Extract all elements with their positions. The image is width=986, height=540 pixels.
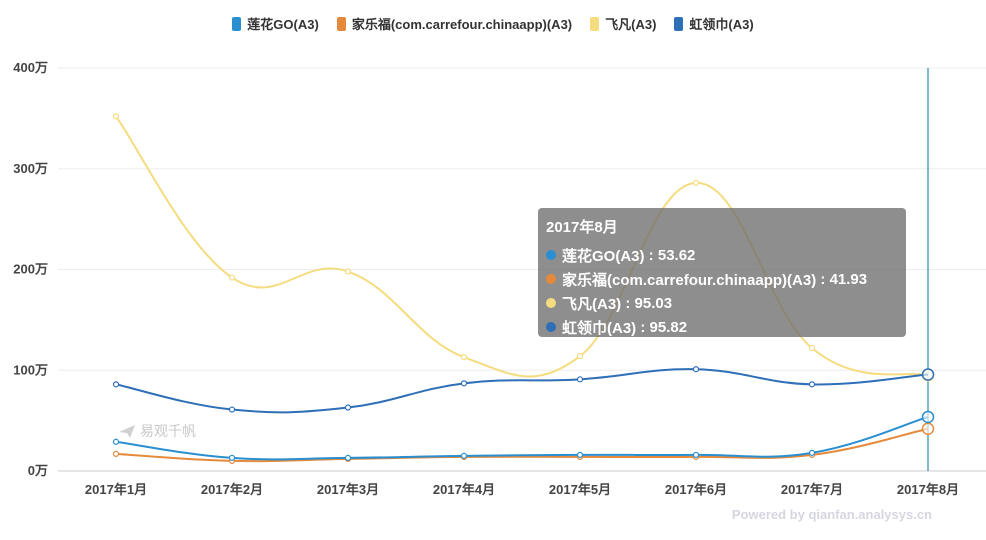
legend-label: 家乐福(com.carrefour.chinaapp)(A3) [351,17,573,32]
legend-item-carrefour[interactable]: 家乐福(com.carrefour.chinaapp)(A3) [336,14,573,33]
powered-by-footer: Powered by qianfan.analysys.cn [731,507,932,522]
tooltip-dot [546,322,556,332]
tooltip-label: 虹领巾(A3) [562,319,637,337]
data-point [808,449,816,456]
y-tick-label: 0万 [28,463,48,478]
tooltip-row: 莲花GO(A3) : 53.62 [546,243,898,267]
data-point [576,451,584,458]
legend-swatch [336,16,346,31]
data-point [460,452,468,459]
tooltip-value: 95.82 [649,318,688,336]
legend-swatch [674,16,684,31]
data-point [576,376,584,383]
x-tick-label: 2017年8月 [897,482,959,497]
tooltip-label: 家乐福(com.carrefour.chinaapp)(A3) [562,271,817,289]
tooltip-row: 飞凡(A3) : 95.03 [546,291,898,315]
data-point [112,113,120,120]
x-tick-label: 2017年1月 [85,482,147,497]
x-tick-label: 2017年4月 [433,482,495,497]
tooltip-label: 飞凡(A3) [562,295,622,313]
data-point [344,454,352,462]
y-tick-label: 400万 [13,60,48,75]
x-tick-label: 2017年3月 [317,482,379,497]
tooltip-row: 家乐福(com.carrefour.chinaapp)(A3) : 41.93 [546,267,898,291]
data-point [112,438,120,445]
tooltip-dot [546,298,556,308]
data-point [344,404,352,411]
data-point [460,380,468,387]
data-point [576,353,584,360]
tooltip-label: 莲花GO(A3) [562,247,645,265]
chart-legend: 莲花GO(A3) 家乐福(com.carrefour.chinaapp)(A3)… [0,14,986,33]
y-tick-label: 200万 [13,262,48,277]
y-tick-label: 300万 [13,161,48,176]
legend-item-honglingjin[interactable]: 虹领巾(A3) [674,14,754,33]
y-tick-label: 100万 [13,362,48,377]
x-tick-label: 2017年2月 [201,482,263,497]
tooltip-dot [546,274,556,284]
tooltip-value: 41.93 [829,270,868,288]
data-point-highlight [921,410,935,424]
data-point [112,450,120,457]
legend-item-feifan[interactable]: 飞凡(A3) [590,14,656,33]
tooltip-title: 2017年8月 [546,219,618,236]
data-point [692,179,700,186]
paper-plane-icon [119,425,135,438]
data-point [808,344,816,352]
x-tick-label: 2017年7月 [781,482,843,497]
x-tick-label: 2017年6月 [665,482,727,497]
legend-swatch [232,16,242,31]
series-line [115,416,929,461]
legend-label: 虹领巾(A3) [689,17,754,32]
data-point [344,268,352,275]
data-point [228,274,236,281]
data-point [692,451,700,458]
data-point-highlight [921,422,935,436]
tooltip-value: 53.62 [657,246,696,264]
series-line [115,368,929,414]
legend-item-lianhua-go[interactable]: 莲花GO(A3) [232,14,319,33]
legend-label: 飞凡(A3) [605,17,657,32]
x-tick-label: 2017年5月 [549,482,611,497]
data-point [112,381,120,388]
data-point [460,354,468,361]
data-point [808,381,816,388]
data-point-highlight [921,368,935,381]
data-point [228,406,236,413]
legend-label: 莲花GO(A3) [247,17,319,32]
tooltip-row: 虹领巾(A3) : 95.82 [546,315,898,339]
watermark-text: 易观千帆 [140,423,196,439]
tooltip-dot [546,250,556,260]
tooltip-value: 95.03 [634,294,673,312]
chart-tooltip: 2017年8月 莲花GO(A3) : 53.62 家乐福(com.carrefo… [538,208,906,337]
legend-swatch [590,16,600,31]
series-line [115,427,929,463]
data-point [228,454,236,462]
watermark: 易观千帆 [118,421,196,441]
data-point [692,366,700,373]
